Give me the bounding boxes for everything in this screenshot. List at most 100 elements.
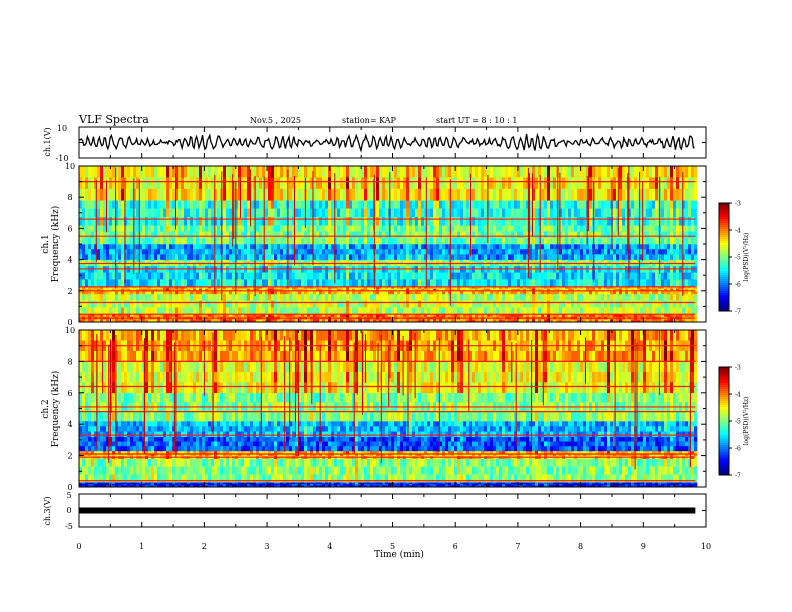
ch1-spectrogram-cell xyxy=(97,254,101,260)
ch1-spectrogram-cell xyxy=(151,231,155,238)
ch1-spectrogram-cell xyxy=(574,231,578,238)
ch1-spectrogram-cell xyxy=(400,237,404,245)
ch1-spectrogram-cell xyxy=(283,208,287,218)
ch1-spectrogram-cell xyxy=(379,200,383,209)
ch1-spectrogram-cell xyxy=(82,208,86,218)
ch1-spectrogram-cell xyxy=(424,314,428,318)
ch1-spectrogram-cell xyxy=(178,300,182,308)
ch1-spectrogram-cell xyxy=(292,291,296,295)
ch1-spectrogram-cell xyxy=(187,225,191,232)
ch1-spectrogram-cell xyxy=(400,286,404,289)
ch1-spectrogram-cell xyxy=(361,307,365,315)
ch1-spectrogram-cell xyxy=(337,177,341,190)
ch1-spectrogram-cell xyxy=(202,307,206,315)
ch1-spectrogram-cell xyxy=(421,244,425,250)
ch1-spectrogram-cell xyxy=(181,200,185,209)
ch1-spectrogram-cell xyxy=(523,272,527,280)
ch1-spectrogram-cell xyxy=(154,249,158,255)
ch1-spectrogram-cell xyxy=(223,177,227,190)
ch1-spectrogram-cell xyxy=(565,263,569,267)
ch1-spectrogram-cell xyxy=(214,307,218,315)
ch1-spectrogram-cell xyxy=(493,288,497,292)
ch1-spectrogram-cell xyxy=(511,166,515,178)
ch1-spectrogram-cell xyxy=(520,244,524,250)
ch1-spectrogram-cell xyxy=(205,319,209,323)
ch1-spectrogram-cell xyxy=(565,300,569,308)
ch1-spectrogram-cell xyxy=(451,200,455,209)
ch1-spectrogram-cell xyxy=(316,249,320,255)
ch1-spectrogram-cell xyxy=(100,200,104,209)
ch1-spectrogram-cell xyxy=(277,188,281,201)
ch1-spectrogram-cell xyxy=(319,300,323,308)
ch1-spectrogram-cell xyxy=(526,200,530,209)
ch1-spectrogram-cell xyxy=(409,263,413,267)
ch1-spectrogram-cell xyxy=(103,188,107,201)
ch1-spectrogram-cell xyxy=(565,279,569,287)
ch1-spectrogram-cell xyxy=(499,237,503,245)
ch1-spectrogram-cell xyxy=(280,217,284,226)
ch1-spectrogram-cell xyxy=(286,291,290,295)
ch1-spectrogram-cell xyxy=(262,254,266,260)
ch1-spectrogram-cell xyxy=(475,288,479,292)
ch1-spectrogram-cell xyxy=(97,166,101,178)
ch1-spectrogram-cell xyxy=(304,272,308,280)
ch1-spectrogram-cell xyxy=(142,300,146,308)
ch1-spectrogram-cell xyxy=(253,293,257,301)
ch1-spectrogram-cell xyxy=(556,293,560,301)
ch1-spectrogram-cell xyxy=(463,300,467,308)
ch1-spectrogram-cell xyxy=(109,272,113,280)
ch1-spectrogram-cell xyxy=(460,244,464,250)
ch1-spectrogram-cell xyxy=(238,293,242,301)
ch1-spectrogram-cell xyxy=(424,300,428,308)
ch1-spectrogram-cell xyxy=(466,259,470,262)
ch1-spectrogram-cell xyxy=(211,259,215,262)
ch1-spectrogram-cell xyxy=(499,291,503,295)
ch1-spectrogram-cell xyxy=(142,188,146,201)
ch1-spectrogram-cell xyxy=(391,293,395,301)
ch1-spectrogram-cell xyxy=(439,249,443,255)
ch1-spectrogram-cell xyxy=(538,177,542,190)
ch1-spectrogram-cell xyxy=(79,314,83,318)
ch1-spectrogram-cell xyxy=(130,237,134,245)
ch1-spectrogram-cell xyxy=(235,307,239,315)
ch1-spectrogram-cell xyxy=(439,314,443,318)
ch1-spectrogram-cell xyxy=(424,225,428,232)
ch1-spectrogram-cell xyxy=(157,291,161,295)
ch1-spectrogram-cell xyxy=(256,314,260,318)
ch1-spectrogram-cell xyxy=(595,314,599,318)
ch1-spectrogram-cell xyxy=(544,237,548,245)
ch1-spectrogram-cell xyxy=(181,291,185,295)
ch1-spectrogram-cell xyxy=(490,288,494,292)
ch1-spectrogram-cell xyxy=(553,259,557,262)
ch1-spectrogram-cell xyxy=(475,244,479,250)
ch1-spectrogram-cell xyxy=(595,166,599,178)
ch1-spectrogram-cell xyxy=(601,300,605,308)
ch1-spectrogram-cell xyxy=(157,300,161,308)
ch1-spectrogram-cell xyxy=(595,225,599,232)
ch1-spectrogram-cell xyxy=(277,288,281,292)
ch1-spectrogram-cell xyxy=(505,177,509,190)
ch1-spectrogram-cell xyxy=(418,319,422,323)
ch1-spectrogram-cell xyxy=(613,286,617,289)
ch1-spectrogram-cell xyxy=(301,272,305,280)
ch1-spectrogram-cell xyxy=(556,319,560,323)
ch1-spectrogram-cell xyxy=(451,263,455,267)
ch1-spectrogram-cell xyxy=(346,177,350,190)
ch1-spectrogram-cell xyxy=(220,307,224,315)
ch1-spectrogram-cell xyxy=(460,259,464,262)
ch1-spectrogram-cell xyxy=(247,166,251,178)
ch1-spectrogram-cell xyxy=(499,244,503,250)
ch1-spectrogram-cell xyxy=(187,244,191,250)
ch1-spectrogram-cell xyxy=(478,263,482,267)
ch1-spectrogram-cell xyxy=(91,177,95,190)
ch1-spectrogram-cell xyxy=(298,225,302,232)
ch1-spectrogram-cell xyxy=(577,288,581,292)
ch1-spectrogram-cell xyxy=(373,307,377,315)
ch1-spectrogram-cell xyxy=(415,307,419,315)
ch1-spectrogram-cell xyxy=(121,293,125,301)
ch1-spectrogram-cell xyxy=(202,237,206,245)
ch1-spectrogram-cell xyxy=(160,272,164,280)
ch1-spectrogram-cell xyxy=(499,293,503,301)
ch1-spectrogram-cell xyxy=(142,217,146,226)
ch1-spectrogram-cell xyxy=(193,244,197,250)
